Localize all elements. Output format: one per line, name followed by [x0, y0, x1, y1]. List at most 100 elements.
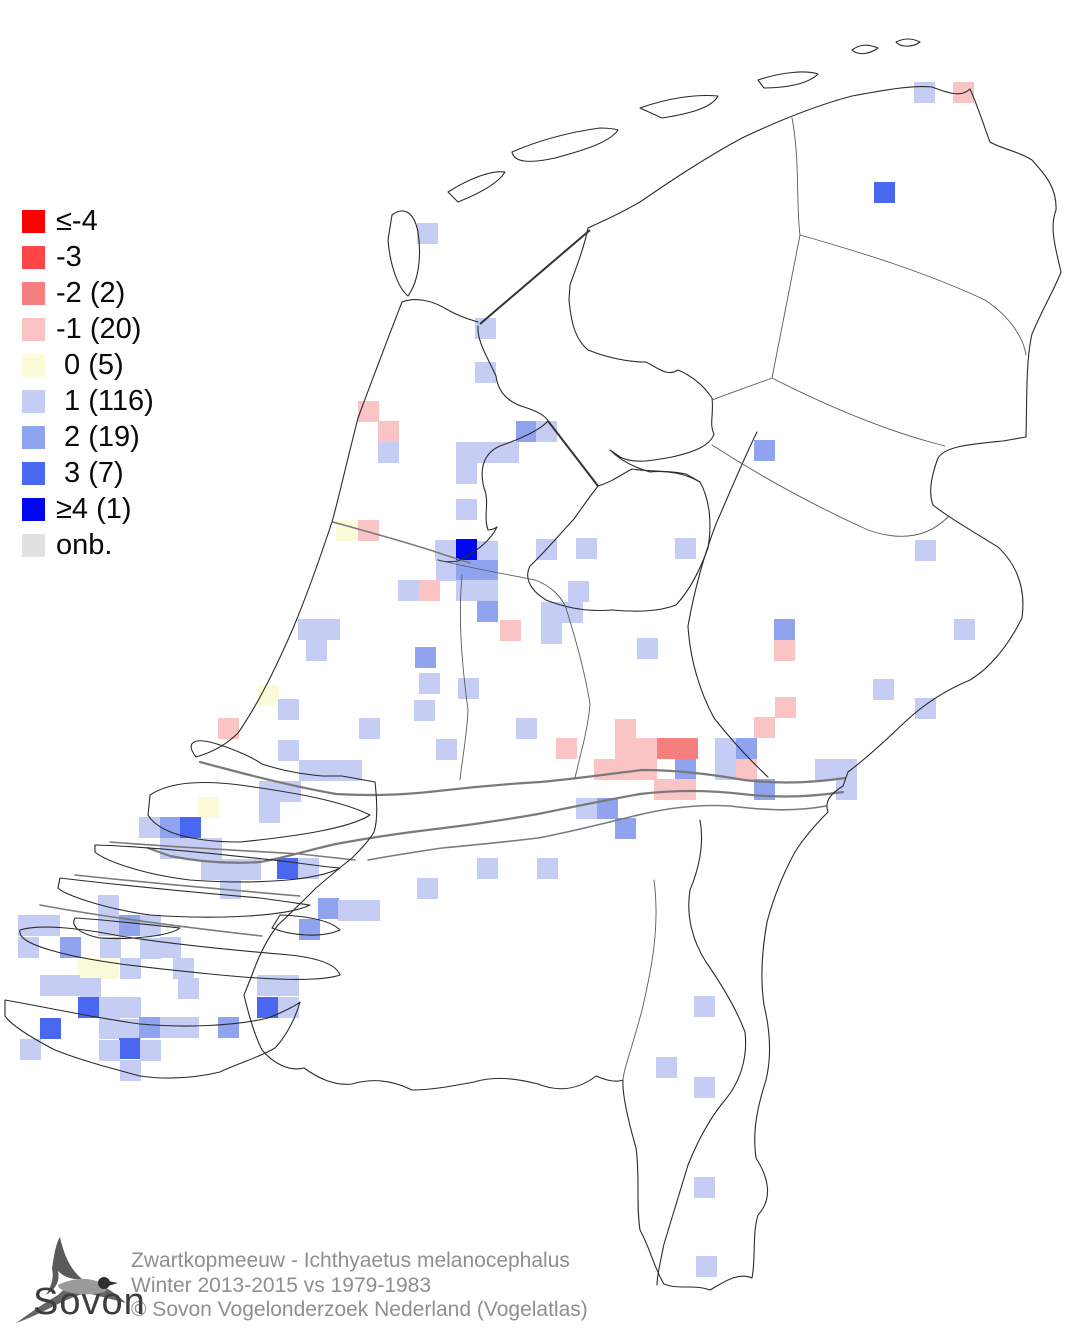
grid-square — [100, 937, 121, 958]
grid-square — [398, 580, 419, 601]
grid-square — [139, 817, 160, 838]
grid-square — [180, 838, 201, 859]
legend-swatch — [22, 389, 45, 413]
river-nederrijn-lek — [198, 760, 847, 797]
grid-square — [694, 1177, 715, 1198]
grid-square — [696, 1256, 717, 1277]
river-waal-merwede — [146, 789, 845, 864]
legend-label: -3 — [56, 240, 82, 273]
grid-square — [257, 997, 278, 1018]
grid-square — [139, 1017, 160, 1038]
legend-row: ≥4 (1) — [22, 491, 154, 527]
grid-square — [516, 421, 537, 442]
border-friesland-overijssel — [711, 377, 773, 401]
river-maas-bergsche — [367, 804, 827, 861]
ijssel-river — [687, 431, 769, 778]
grid-square — [278, 699, 299, 720]
grid-square — [120, 1060, 141, 1081]
grid-square — [180, 817, 201, 838]
grid-square — [715, 738, 736, 759]
grid-square — [836, 759, 857, 780]
legend-swatch — [22, 461, 45, 485]
grid-square — [675, 538, 696, 559]
grid-square — [278, 740, 299, 761]
island-schiermonnikoog — [757, 71, 819, 89]
grid-square — [657, 738, 678, 759]
grid-square — [160, 1017, 181, 1038]
grid-square — [736, 759, 757, 780]
grid-square — [259, 802, 280, 823]
legend-swatch — [22, 209, 45, 233]
grid-square — [99, 997, 120, 1018]
legend-label: -2 (2) — [56, 276, 126, 309]
houtribdijk — [547, 420, 599, 487]
grid-square — [435, 540, 456, 561]
grid-square — [277, 858, 298, 879]
grid-square — [615, 719, 636, 740]
grid-square — [675, 759, 696, 780]
rivers-layer — [39, 521, 847, 937]
grid-square — [257, 975, 278, 996]
grid-square — [516, 718, 537, 739]
grid-square — [615, 759, 636, 780]
grid-square — [477, 442, 498, 463]
grid-square — [594, 759, 615, 780]
grid-square — [541, 602, 562, 623]
grid-square — [636, 738, 657, 759]
grevelingen-channel — [74, 874, 301, 897]
border-groningen-drenthe — [799, 234, 1027, 356]
legend-label: 3 (7) — [56, 456, 124, 489]
border-friesland-drenthe — [771, 234, 801, 379]
grid-square — [259, 781, 280, 802]
caption-copyright: © Sovon Vogelonderzoek Nederland (Vogela… — [131, 1298, 588, 1321]
grid-square — [456, 539, 477, 560]
grid-square — [477, 601, 498, 622]
grid-square — [477, 858, 498, 879]
grid-square — [80, 978, 101, 999]
grid-square — [78, 997, 99, 1018]
border-utrecht-northholland — [437, 559, 567, 609]
grid-square — [694, 1077, 715, 1098]
grid-square — [498, 442, 519, 463]
grid-square — [378, 442, 399, 463]
grid-square — [656, 1057, 677, 1078]
grid-square — [98, 895, 119, 916]
grid-square — [419, 580, 440, 601]
grid-square — [120, 1019, 141, 1040]
grid-square — [477, 580, 498, 601]
grid-square — [358, 520, 379, 541]
grid-square — [220, 878, 241, 899]
sovon-logo — [16, 1237, 126, 1323]
swallow-icon — [16, 1237, 126, 1323]
grid-square — [299, 760, 320, 781]
legend-swatch — [22, 425, 45, 449]
grid-square — [299, 919, 320, 940]
grid-square — [576, 798, 597, 819]
legend-label: onb. — [56, 528, 113, 561]
grid-square — [318, 898, 339, 919]
island-texel — [387, 210, 421, 297]
grid-square — [18, 915, 39, 936]
grid-square — [576, 538, 597, 559]
legend-swatch — [22, 533, 45, 557]
legend-label: ≥4 (1) — [56, 492, 132, 525]
grid-square — [836, 779, 857, 800]
grid-square — [319, 619, 340, 640]
grid-square — [218, 1017, 239, 1038]
grid-square — [456, 499, 477, 520]
grid-square — [415, 647, 436, 668]
grid-square — [198, 797, 219, 818]
grid-square — [736, 738, 757, 759]
island-rottum-1 — [851, 44, 879, 55]
grid-square — [615, 738, 636, 759]
grid-square — [436, 739, 457, 760]
grid-square — [536, 421, 557, 442]
legend-row: 0 (5) — [22, 347, 154, 383]
island-noord-beveland — [73, 917, 181, 940]
grid-square — [456, 560, 477, 581]
noordzeekanaal — [332, 521, 471, 564]
legend-label: 0 (5) — [56, 348, 124, 381]
grid-square — [694, 996, 715, 1017]
grid-square — [306, 640, 327, 661]
